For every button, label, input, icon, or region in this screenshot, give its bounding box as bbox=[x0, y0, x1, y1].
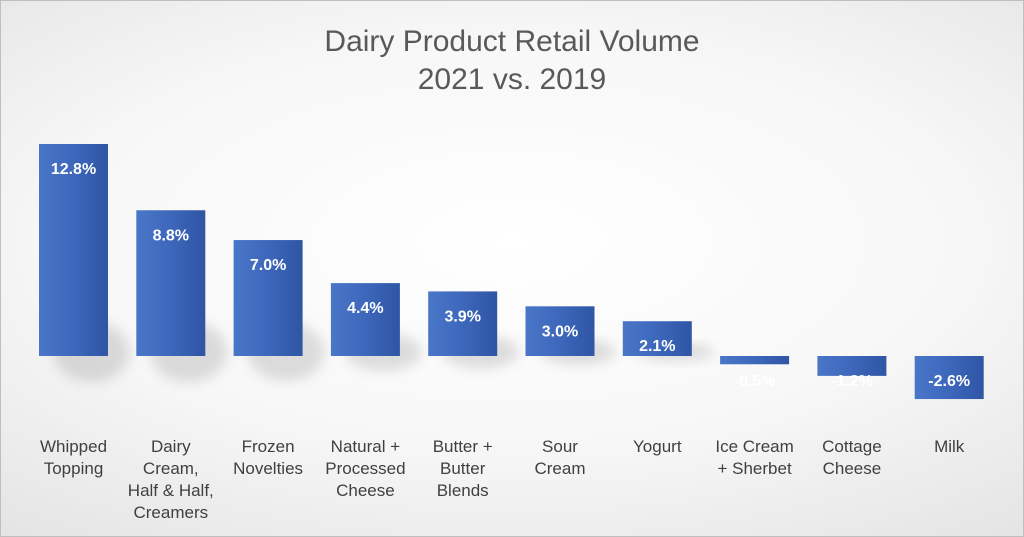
category-label-4-1: Butter bbox=[440, 459, 486, 478]
category-label-1-3: Creamers bbox=[133, 503, 208, 522]
data-label-5: 3.0% bbox=[542, 323, 578, 340]
bar-2 bbox=[233, 240, 303, 356]
data-labels: 12.8% 8.8% 7.0% 4.4% 3.9% 3.0% 2.1% -0.5% -1.2% -… bbox=[51, 161, 970, 390]
data-label-6: 2.1% bbox=[639, 338, 675, 355]
bar-3 bbox=[330, 283, 400, 356]
category-label-4-0: Butter + bbox=[433, 437, 493, 456]
data-label-0: 12.8% bbox=[51, 161, 96, 178]
category-label-7-1: + Sherbet bbox=[717, 459, 791, 478]
chart-title-line-1: Dairy Product Retail Volume bbox=[324, 25, 699, 58]
category-label-7-0: Ice Cream bbox=[715, 437, 793, 456]
category-label-6-0: Yogurt bbox=[633, 437, 682, 456]
data-label-3: 4.4% bbox=[347, 300, 383, 317]
category-label-5-1: Cream bbox=[534, 459, 585, 478]
bar-8 bbox=[817, 356, 887, 376]
bar-4 bbox=[428, 291, 498, 356]
category-label-0-0: Whipped bbox=[40, 437, 107, 456]
bars bbox=[39, 144, 984, 400]
category-label-0-1: Topping bbox=[44, 459, 104, 478]
bar-6 bbox=[622, 321, 692, 356]
bar-9 bbox=[914, 356, 984, 400]
data-label-4: 3.9% bbox=[444, 308, 480, 325]
category-label-2-0: Frozen bbox=[242, 437, 295, 456]
data-label-2: 7.0% bbox=[250, 257, 286, 274]
bar-0 bbox=[39, 144, 108, 356]
category-label-1-2: Half & Half, bbox=[128, 481, 214, 500]
category-label-1-1: Cream, bbox=[143, 459, 199, 478]
category-label-4-2: Blends bbox=[437, 481, 489, 500]
data-label-8: -1.2% bbox=[831, 373, 873, 390]
data-label-7: -0.5% bbox=[734, 373, 776, 390]
chart-title-line-2: 2021 vs. 2019 bbox=[418, 63, 606, 96]
category-label-5-0: Sour bbox=[542, 437, 578, 456]
category-label-3-2: Cheese bbox=[336, 481, 395, 500]
bar-7 bbox=[720, 356, 790, 365]
category-label-8-0: Cottage bbox=[822, 437, 882, 456]
bar-5 bbox=[525, 306, 595, 356]
category-labels: Whipped Topping Dairy Cream, Half & Half, Cre… bbox=[40, 437, 965, 522]
data-label-9: -2.6% bbox=[928, 373, 970, 390]
category-label-9-0: Milk bbox=[934, 437, 965, 456]
category-label-2-1: Novelties bbox=[233, 459, 303, 478]
data-label-1: 8.8% bbox=[153, 227, 189, 244]
category-label-1-0: Dairy bbox=[151, 437, 191, 456]
category-label-3-1: Processed bbox=[325, 459, 405, 478]
category-label-3-0: Natural + bbox=[331, 437, 401, 456]
category-label-8-1: Cheese bbox=[823, 459, 882, 478]
bar-1 bbox=[136, 210, 206, 356]
chart-title: Dairy Product Retail Volume 2021 vs. 2019 bbox=[324, 25, 699, 96]
